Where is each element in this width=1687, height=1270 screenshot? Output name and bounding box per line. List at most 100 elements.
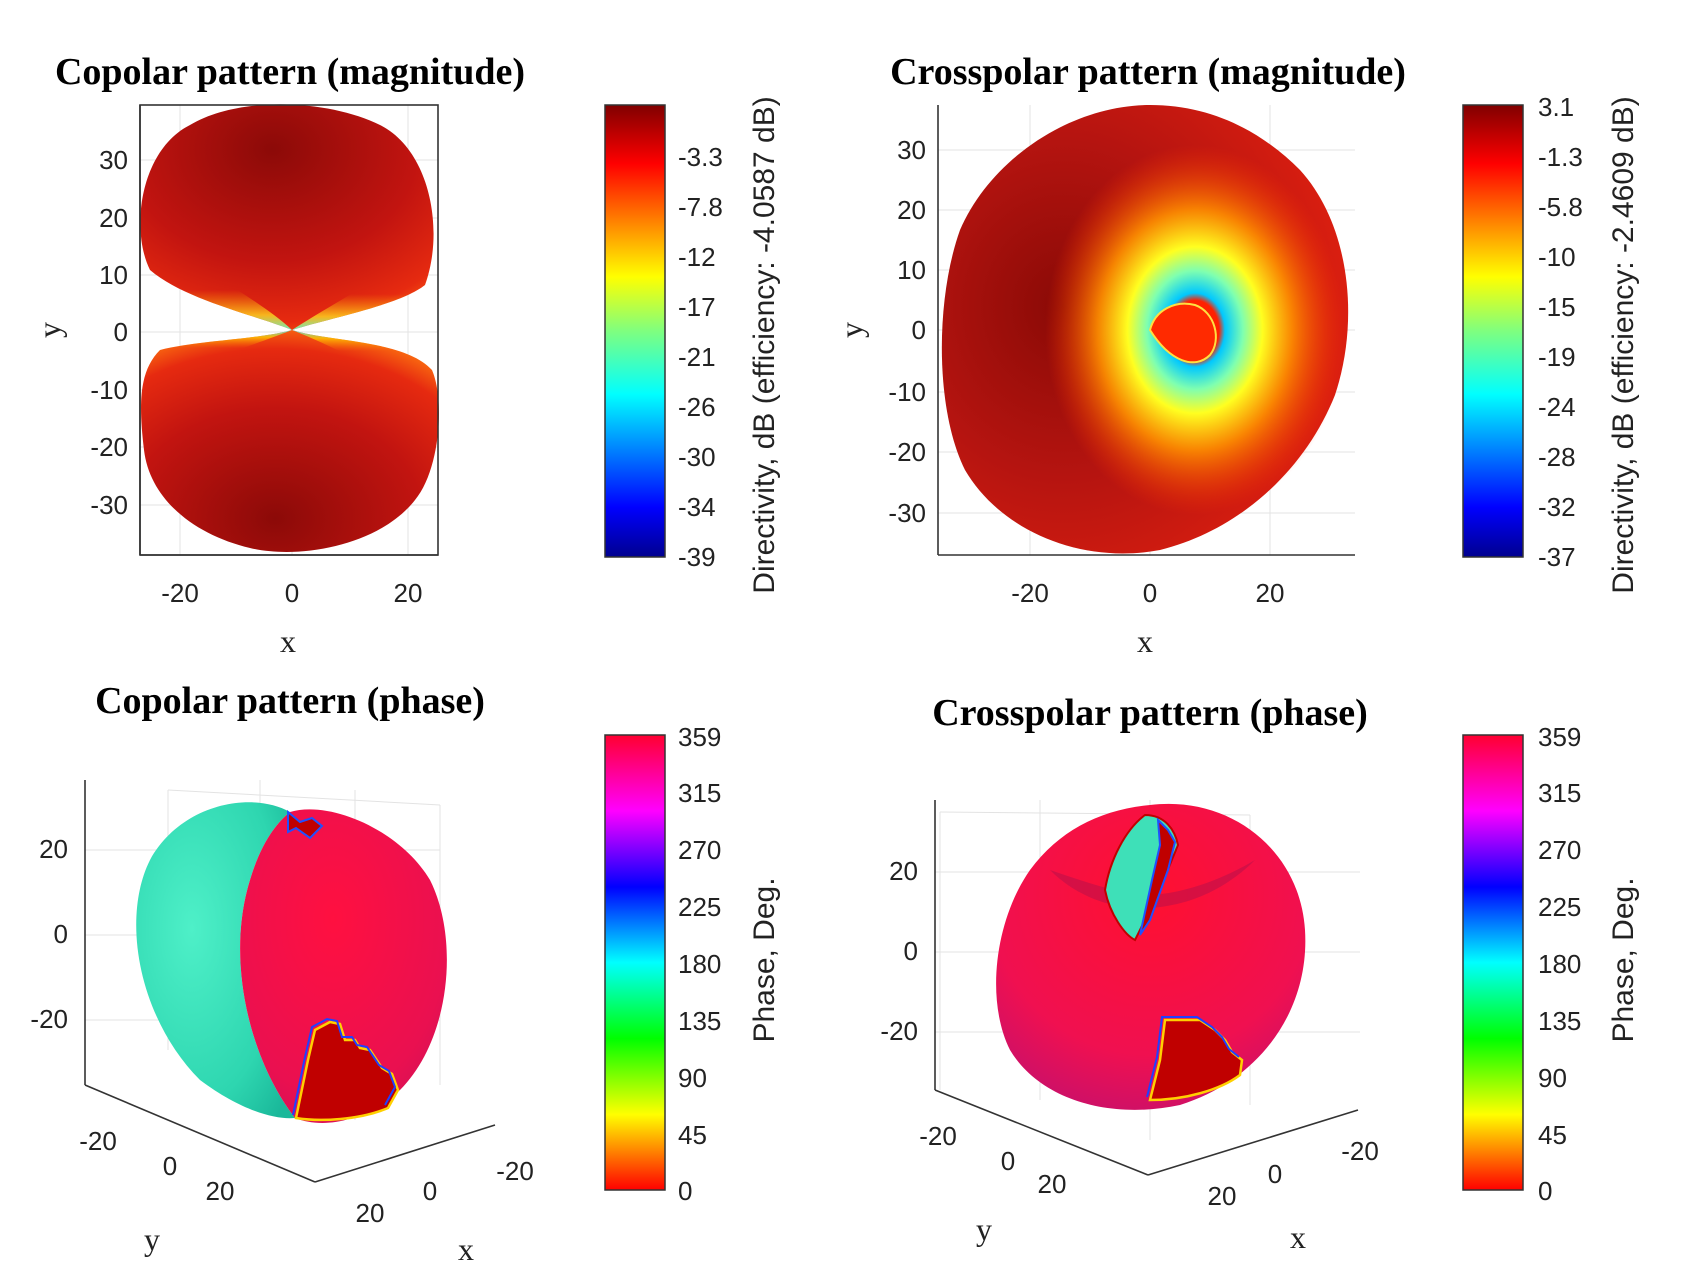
y-tick-label: -30: [90, 490, 128, 520]
x-tick-label: 0: [423, 1176, 437, 1206]
x-tick-label: 20: [1208, 1181, 1237, 1211]
colorbar-tick-label: 135: [678, 1006, 721, 1036]
x-tick-label: -20: [1341, 1136, 1379, 1166]
y-tick-label: 20: [1038, 1169, 1067, 1199]
y-tick-label: -10: [90, 375, 128, 405]
colorbar-tick-label: -19: [1538, 342, 1576, 372]
x-tick-label: -20: [1011, 578, 1049, 608]
z-tick-labels: 20 0 -20: [30, 834, 68, 1034]
x-axis-label: x: [1137, 623, 1153, 659]
colorbar-tick-label: 90: [678, 1063, 707, 1093]
z-tick-label: 20: [39, 834, 68, 864]
colorbar-tick-label: 225: [678, 892, 721, 922]
phase-wrap-region: [294, 1020, 400, 1122]
x-tick-labels: -20 0 20: [1208, 1136, 1379, 1211]
y-tick-label: -20: [79, 1126, 117, 1156]
y-tick-label: 0: [114, 317, 128, 347]
y-tick-label: -20: [888, 437, 926, 467]
colorbar-tick-label: 0: [1538, 1176, 1552, 1206]
colorbar-label: Directivity, dB (efficiency: -2.4609 dB): [1607, 96, 1640, 593]
colorbar-gradient: [604, 734, 666, 1191]
chart-title: Copolar pattern (magnitude): [55, 51, 525, 93]
colorbar: -3.3 -7.8 -12 -17 -21 -26 -30 -34 -39 Di…: [604, 96, 781, 594]
plot-area: [934, 800, 1360, 1176]
colorbar-tick-label: 180: [678, 949, 721, 979]
y-tick-label: 0: [1001, 1146, 1015, 1176]
x-tick-label: 20: [356, 1198, 385, 1228]
x-tick-label: 20: [1256, 578, 1285, 608]
plot-area: [139, 104, 439, 556]
y-tick-label: 10: [99, 260, 128, 290]
colorbar-tick-label: 270: [1538, 835, 1581, 865]
colorbar-label: Phase, Deg.: [1607, 877, 1640, 1042]
pattern-cyan-lobe: [136, 802, 295, 1119]
y-axis-label: y: [976, 1211, 992, 1247]
chart-title: Crosspolar pattern (magnitude): [890, 51, 1406, 93]
colorbar-gradient: [604, 104, 666, 558]
y-tick-labels: -20 0 20: [919, 1121, 1066, 1199]
copolar-magnitude-panel: Copolar pattern (magnitude) 30: [31, 51, 781, 659]
x-tick-label: 20: [394, 578, 423, 608]
colorbar-tick-label: 225: [1538, 892, 1581, 922]
chart-title: Crosspolar pattern (phase): [932, 692, 1368, 734]
colorbar-tick-label: -12: [678, 242, 716, 272]
colorbar-tick-label: -34: [678, 492, 716, 522]
y-tick-labels: 30 20 10 0 -10 -20 -30: [888, 135, 926, 528]
z-tick-label: -20: [880, 1016, 918, 1046]
colorbar-tick-label: -24: [1538, 392, 1576, 422]
colorbar-tick-label: -10: [1538, 242, 1576, 272]
y-tick-labels: -20 0 20: [79, 1126, 234, 1206]
y-tick-label: -20: [919, 1121, 957, 1151]
x-axis-label: x: [1290, 1219, 1306, 1255]
x-axis-label: x: [280, 623, 296, 659]
x-tick-label: 0: [1143, 578, 1157, 608]
pattern-upper-lobe: [140, 104, 434, 331]
x-tick-labels: -20 0 20: [356, 1156, 534, 1228]
colorbar-tick-label: -15: [1538, 292, 1576, 322]
y-tick-label: 20: [99, 203, 128, 233]
y-tick-label: 0: [912, 315, 926, 345]
colorbar-tick-label: 3.1: [1538, 92, 1574, 122]
y-tick-label: 30: [99, 145, 128, 175]
z-tick-label: 20: [889, 856, 918, 886]
colorbar-tick-label: -3.3: [678, 142, 723, 172]
colorbar-gradient: [1462, 734, 1524, 1191]
colorbar-tick-label: -30: [678, 442, 716, 472]
colorbar-tick-label: -39: [678, 542, 716, 572]
y-tick-label: -30: [888, 498, 926, 528]
z-tick-label: -20: [30, 1004, 68, 1034]
colorbar-label: Phase, Deg.: [748, 877, 781, 1042]
y-axis-label: y: [31, 322, 67, 338]
y-tick-label: 20: [897, 195, 926, 225]
pattern-lower-lobe: [141, 330, 439, 552]
colorbar-tick-label: -37: [1538, 542, 1576, 572]
x-tick-label: 0: [285, 578, 299, 608]
y-axis-label: y: [833, 322, 869, 338]
y-tick-label: -20: [90, 432, 128, 462]
plot-area: [84, 780, 496, 1183]
colorbar-tick-label: -21: [678, 342, 716, 372]
colorbar-tick-label: -26: [678, 392, 716, 422]
z-tick-labels: 20 0 -20: [880, 856, 918, 1046]
y-tick-labels: 30 20 10 0 -10 -20 -30: [90, 145, 128, 520]
colorbar-tick-label: -32: [1538, 492, 1576, 522]
colorbar-gradient: [1462, 104, 1524, 558]
y-tick-label: -10: [888, 377, 926, 407]
y-tick-label: 20: [206, 1176, 235, 1206]
copolar-phase-panel: Copolar pattern (phase) 20 0 -20: [30, 680, 781, 1267]
x-tick-labels: -20 0 20: [161, 578, 422, 608]
y-tick-label: 0: [163, 1151, 177, 1181]
z-tick-label: 0: [54, 919, 68, 949]
colorbar-tick-label: 270: [678, 835, 721, 865]
plot-area: [937, 105, 1355, 556]
y-tick-label: 10: [897, 255, 926, 285]
crosspolar-magnitude-panel: Crosspolar pattern (magnitude) 30 20 10 …: [833, 51, 1640, 659]
x-tick-label: -20: [496, 1156, 534, 1186]
colorbar-tick-label: 315: [678, 778, 721, 808]
x-axis-label: x: [458, 1231, 474, 1267]
x-tick-labels: -20 0 20: [1011, 578, 1284, 608]
colorbar-tick-label: -5.8: [1538, 192, 1583, 222]
z-tick-label: 0: [904, 936, 918, 966]
y-axis-label: y: [144, 1221, 160, 1257]
